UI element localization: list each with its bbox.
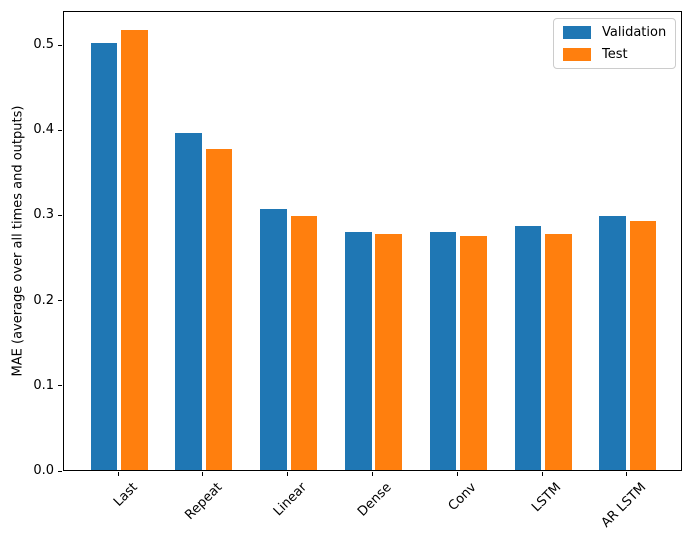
bar-validation-last — [90, 43, 118, 470]
x-tick-mark — [117, 472, 119, 476]
bar-test-repeat — [205, 148, 233, 470]
bar-test-ar-lstm — [629, 221, 657, 470]
x-tick-label-ar-lstm: AR LSTM — [598, 480, 650, 531]
x-tick-label-lstm: LSTM — [529, 480, 565, 516]
y-tick-label: 0.2 — [33, 292, 54, 308]
bar-test-last — [121, 30, 148, 470]
bar-test-dense — [375, 234, 403, 470]
y-tick-label: 0.3 — [33, 207, 54, 223]
y-tick-label: 0.1 — [33, 377, 54, 393]
x-tick-mark — [202, 472, 204, 476]
legend-swatch-validation — [563, 26, 591, 39]
bar-test-linear — [290, 216, 318, 470]
x-tick-label-last: Last — [110, 480, 141, 510]
y-tick-mark — [58, 300, 62, 302]
x-tick-label-conv: Conv — [445, 480, 480, 514]
legend-entry-test: Test — [563, 47, 666, 62]
x-tick-mark — [626, 472, 628, 476]
x-tick-mark — [372, 472, 373, 476]
x-tick-mark — [541, 472, 543, 476]
legend-entry-validation: Validation — [563, 25, 666, 40]
legend: Validation Test — [553, 18, 677, 69]
y-tick-mark — [58, 44, 62, 46]
y-tick-mark — [58, 129, 62, 131]
bar-validation-lstm — [514, 226, 542, 470]
bar-validation-linear — [260, 209, 287, 470]
bar-validation-ar-lstm — [599, 216, 626, 470]
x-tick-mark — [287, 472, 289, 476]
legend-swatch-test — [563, 48, 591, 61]
bar-test-lstm — [545, 234, 572, 470]
y-tick-mark — [58, 214, 62, 216]
bar-test-conv — [460, 235, 487, 470]
y-axis-label: MAE (average over all times and outputs) — [10, 105, 26, 377]
y-tick-label: 0.0 — [33, 463, 54, 478]
x-tick-mark — [456, 472, 458, 476]
x-tick-label-dense: Dense — [355, 480, 396, 520]
bar-validation-repeat — [175, 132, 202, 470]
legend-label: Validation — [602, 25, 667, 40]
x-tick-label-repeat: Repeat — [182, 480, 226, 523]
y-tick-label: 0.5 — [33, 37, 54, 53]
bar-validation-conv — [429, 231, 457, 470]
y-tick-mark — [58, 385, 62, 387]
bar-validation-dense — [344, 231, 372, 470]
plot-area — [63, 11, 682, 471]
y-tick-label: 0.4 — [33, 122, 54, 138]
x-tick-label-linear: Linear — [271, 480, 311, 520]
y-tick-mark — [58, 470, 62, 472]
legend-label: Test — [602, 47, 628, 62]
